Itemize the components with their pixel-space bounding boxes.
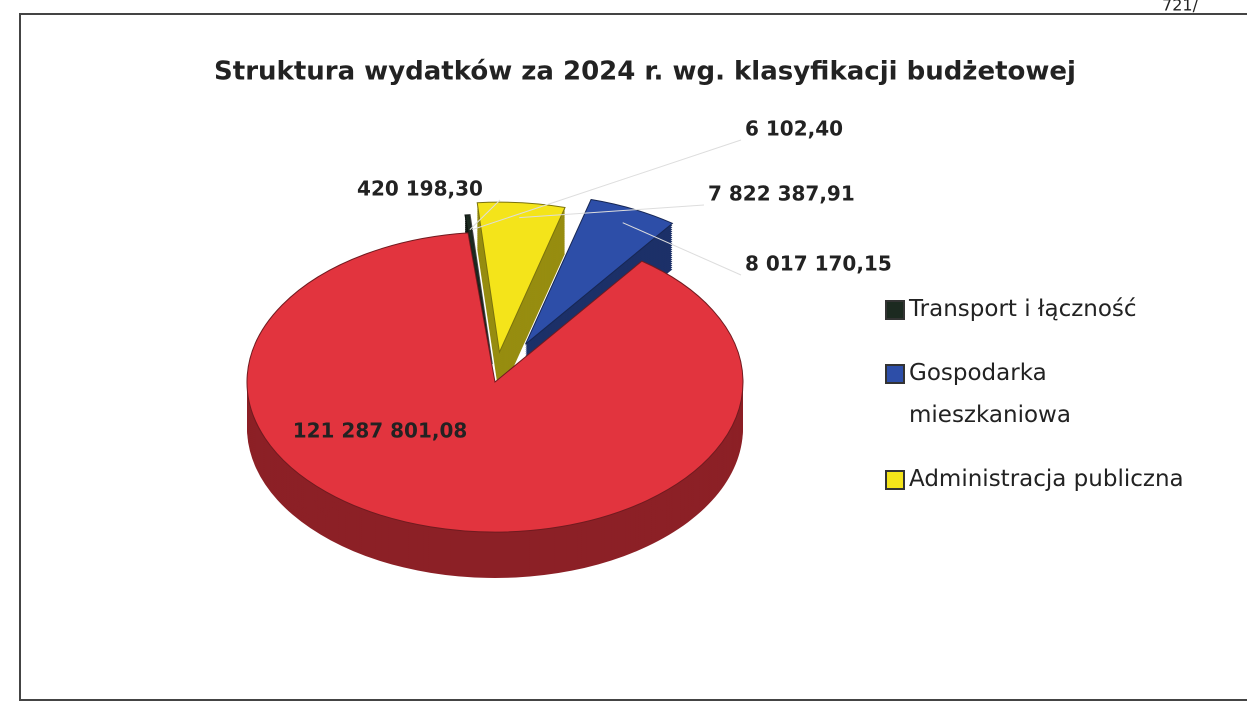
legend-box: Transport i łączność Gospodarka mieszkani… [885,288,1185,500]
legend-item: Gospodarka mieszkaniowa [885,352,1185,436]
data-label: 6 102,40 [745,117,843,141]
legend-swatch [885,300,905,320]
legend-label: Gospodarka mieszkaniowa [909,360,1071,428]
leader-line [519,204,705,219]
page-annotation: 721/ [1162,0,1199,15]
slice [476,201,566,354]
data-label: 121 287 801,08 [293,419,468,443]
legend-item: Administracja publiczna [885,458,1185,500]
slice [246,232,744,533]
slice [525,198,674,345]
data-label: 7 822 387,91 [708,182,855,206]
legend-label: Administracja publiczna [909,466,1184,492]
legend: Transport i łączność Gospodarka mieszkani… [885,288,1185,500]
chart-title: Struktura wydatków za 2024 r. wg. klasyf… [214,57,1076,87]
slice [469,214,493,365]
legend-swatch [885,364,905,384]
legend-item: Transport i łączność [885,288,1185,330]
data-labels: 420 198,30 121 287 801,08 8 017 170,15 7 82… [293,117,892,443]
frame [19,13,1247,701]
leader-line [622,222,742,276]
leader-line [472,139,742,231]
legend-swatch [885,470,905,490]
pie [246,198,744,578]
legend-label: Transport i łączność [909,296,1137,322]
leader-line [469,199,501,231]
data-label: 420 198,30 [357,177,483,201]
data-label: 8 017 170,15 [745,252,892,276]
